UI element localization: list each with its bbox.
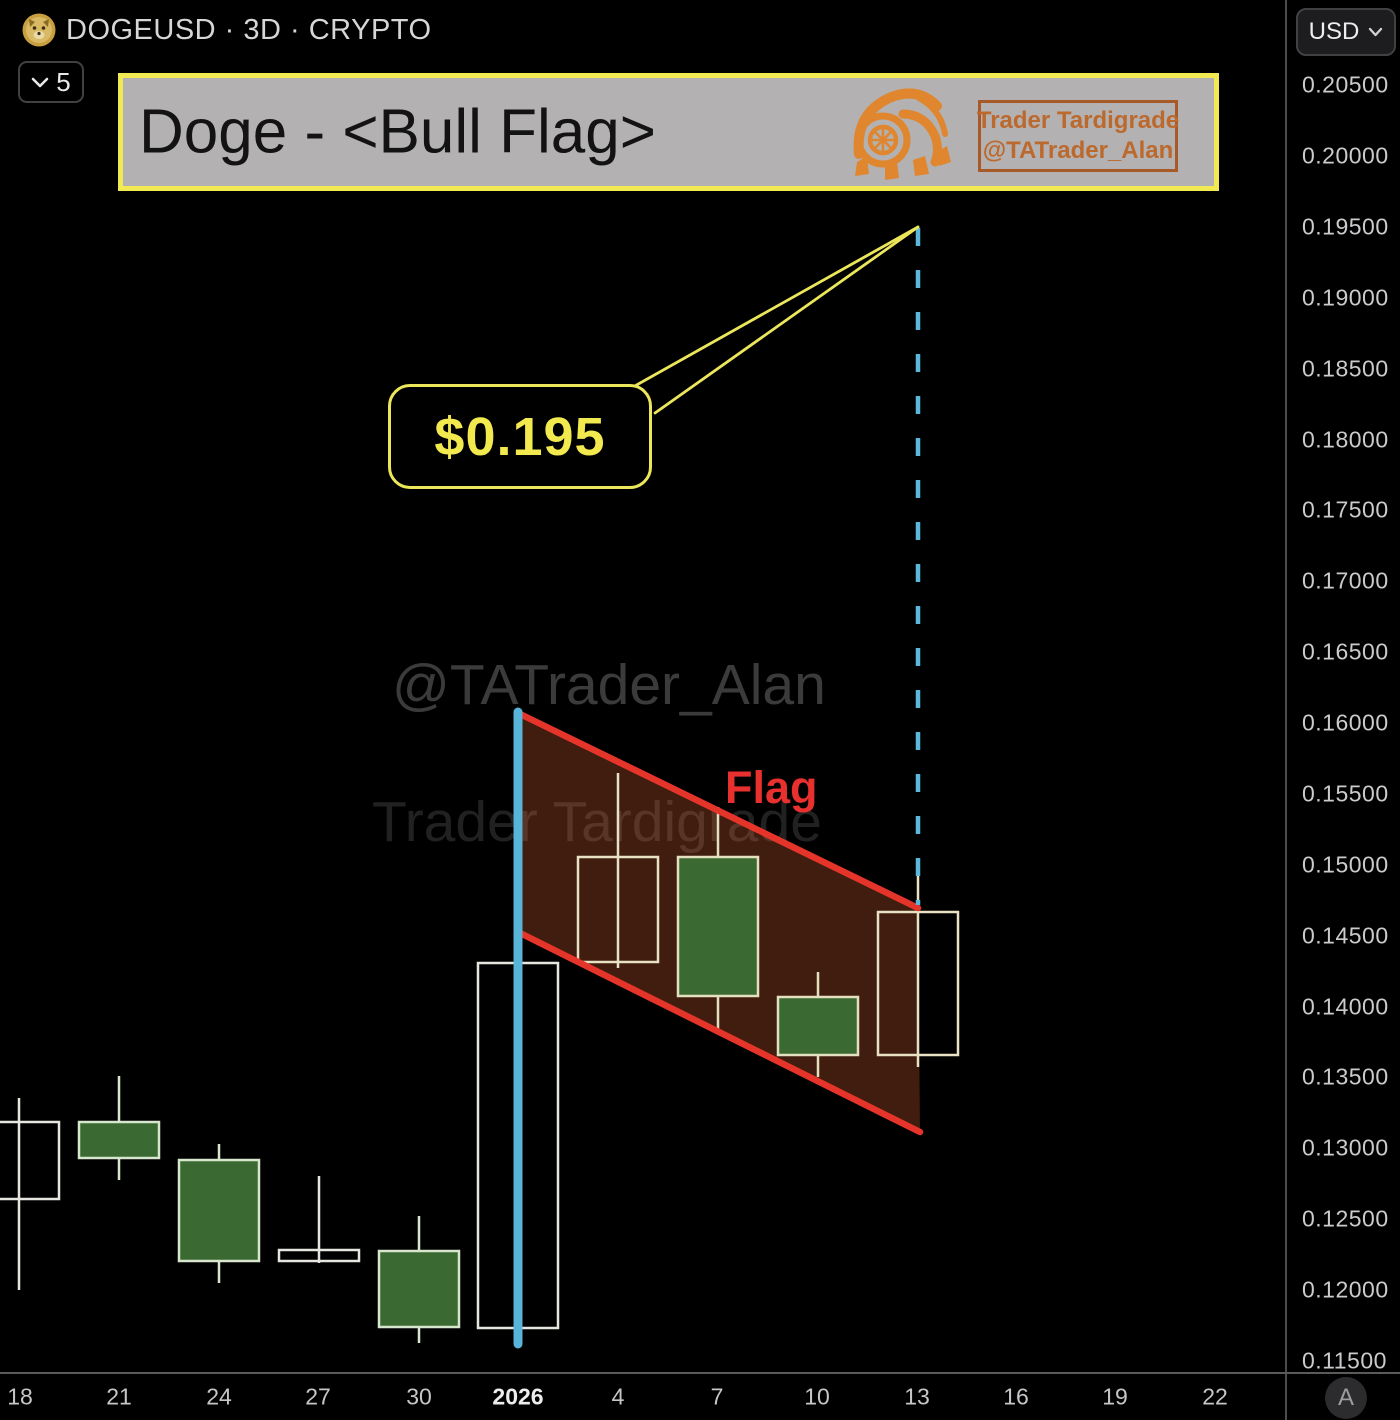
time-tick-label: 22: [1202, 1383, 1228, 1410]
price-tick-label: 0.15000: [1302, 851, 1389, 878]
interval-value: 5: [56, 66, 71, 97]
credit-name: Trader Tardigrade: [976, 107, 1180, 135]
price-tick-label: 0.18000: [1302, 426, 1389, 453]
time-tick-label: 27: [305, 1383, 331, 1410]
time-tick-label: 21: [106, 1383, 132, 1410]
time-tick-label: 4: [611, 1383, 625, 1410]
price-tick-label: 0.15500: [1302, 780, 1389, 807]
price-tick-label: 0.19000: [1302, 284, 1389, 311]
candle-body: [676, 855, 760, 998]
time-tick-label: 2026: [492, 1383, 544, 1410]
price-tick-label: 0.14500: [1302, 922, 1389, 949]
chevron-down-icon: [1369, 27, 1383, 37]
candle-body: [0, 1120, 61, 1201]
credit-handle: @TATrader_Alan: [982, 136, 1174, 164]
time-tick-label: 24: [206, 1383, 232, 1410]
credit-box: Trader Tardigrade @TATrader_Alan: [976, 100, 1180, 172]
candle-body: [776, 995, 860, 1057]
currency-dropdown[interactable]: USD: [1296, 8, 1396, 56]
banner-title: Doge - <Bull Flag>: [139, 97, 656, 167]
auto-scale-button[interactable]: A: [1325, 1377, 1367, 1419]
price-tick-label: 0.17500: [1302, 496, 1389, 523]
candle-body: [377, 1249, 461, 1329]
price-tick-label: 0.19500: [1302, 213, 1389, 240]
watermark-handle: @TATrader_Alan: [392, 653, 826, 717]
interval-dropdown[interactable]: 5: [18, 61, 84, 103]
time-tick-label: 19: [1102, 1383, 1128, 1410]
flag-trendline: [514, 928, 924, 1136]
time-axis-divider: [0, 1372, 1400, 1374]
flag-pattern-label: Flag: [725, 762, 818, 813]
symbol-header[interactable]: DOGEUSD · 3D · CRYPTO: [22, 13, 432, 47]
time-tick-label: 10: [804, 1383, 830, 1410]
price-tick-label: 0.18500: [1302, 355, 1389, 382]
price-axis-divider: [1285, 0, 1287, 1420]
price-tick-label: 0.16000: [1302, 709, 1389, 736]
price-tick-label: 0.13500: [1302, 1063, 1389, 1090]
price-target-callout[interactable]: $0.195: [388, 384, 652, 489]
dogecoin-icon: [22, 13, 56, 47]
price-tick-label: 0.20000: [1302, 142, 1389, 169]
candle-body: [876, 910, 960, 1057]
symbol-title: DOGEUSD · 3D · CRYPTO: [66, 13, 432, 46]
chevron-down-icon: [31, 77, 49, 87]
candle-body: [277, 1248, 361, 1263]
candle-body: [177, 1158, 261, 1263]
time-tick-label: 18: [7, 1383, 33, 1410]
title-banner: Doge - <Bull Flag>: [118, 73, 1219, 191]
price-tick-label: 0.16500: [1302, 638, 1389, 665]
price-tick-label: 0.17000: [1302, 567, 1389, 594]
currency-value: USD: [1308, 18, 1360, 45]
time-tick-label: 7: [710, 1383, 724, 1410]
callout-pointer-line: [653, 225, 920, 415]
price-tick-label: 0.13000: [1302, 1134, 1389, 1161]
price-tick-label: 0.11500: [1302, 1347, 1387, 1374]
price-tick-label: 0.20500: [1302, 71, 1389, 98]
price-tick-label: 0.14000: [1302, 993, 1389, 1020]
callout-pointer-line: [631, 225, 920, 389]
time-tick-label: 13: [904, 1383, 930, 1410]
price-tick-label: 0.12500: [1302, 1205, 1389, 1232]
flag-trendline: [514, 709, 922, 912]
price-tick-label: 0.12000: [1302, 1276, 1389, 1303]
tardigrade-logo-icon: [853, 88, 951, 180]
price-target-value: $0.195: [434, 406, 606, 467]
candle-body: [576, 855, 660, 964]
time-tick-label: 30: [406, 1383, 432, 1410]
candle-body: [77, 1120, 161, 1160]
time-tick-label: 16: [1003, 1383, 1029, 1410]
